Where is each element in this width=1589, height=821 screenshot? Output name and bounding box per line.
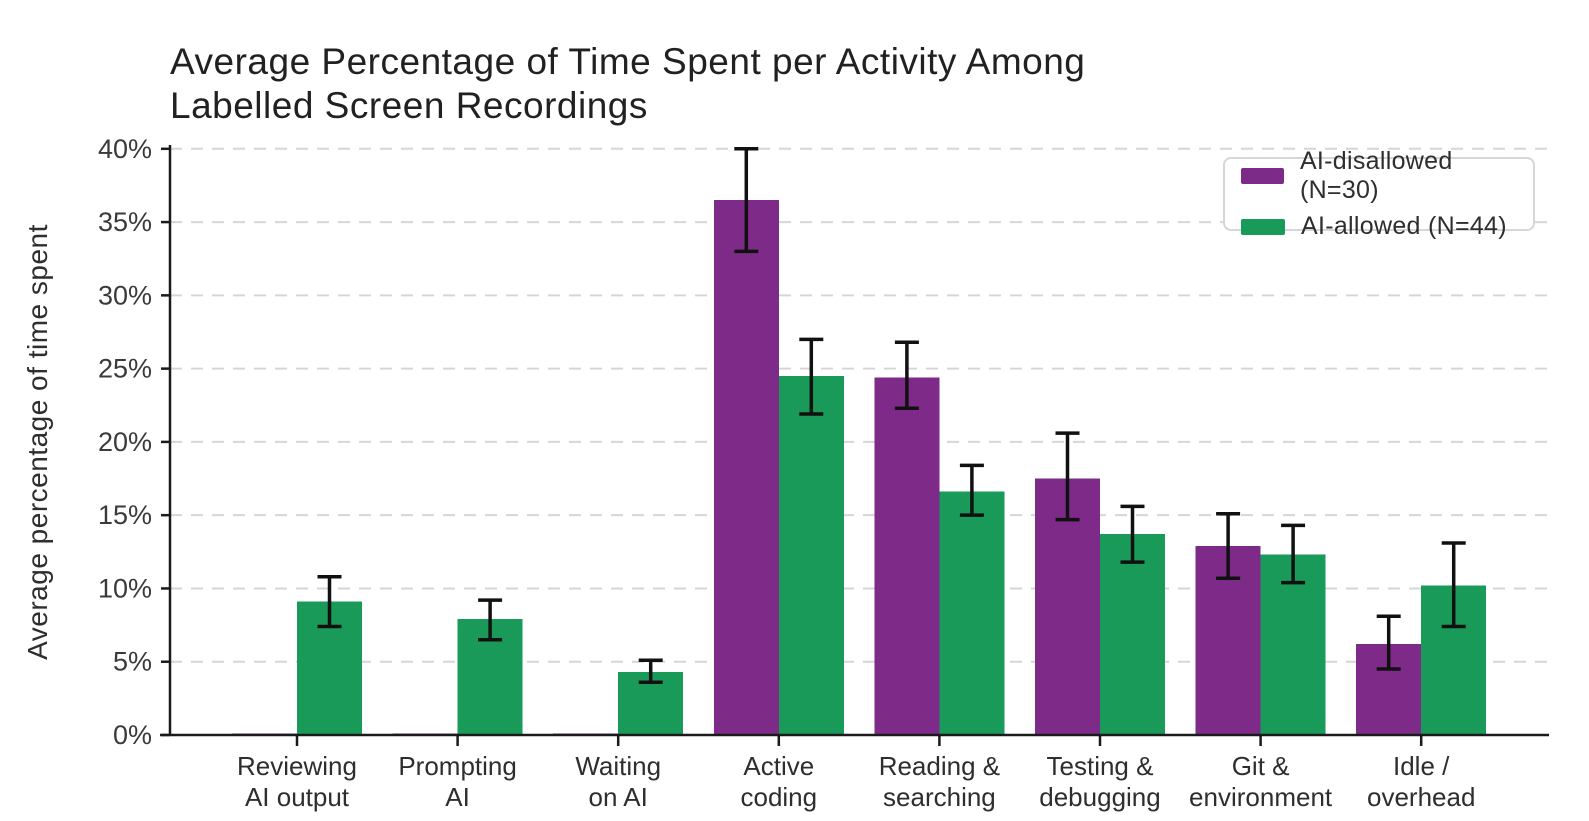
bar-ai-allowed <box>1260 554 1326 735</box>
chart-title: Average Percentage of Time Spent per Act… <box>170 40 1085 128</box>
chart-title-line2: Labelled Screen Recordings <box>170 85 648 126</box>
x-tick-label: AI output <box>245 782 350 812</box>
legend-label-ai-disallowed: AI-disallowed (N=30) <box>1299 147 1453 204</box>
bar-ai-allowed <box>939 491 1005 735</box>
bar-ai-disallowed <box>874 377 940 735</box>
x-tick-label: Reading & <box>879 751 1000 781</box>
chart-title-line1: Average Percentage of Time Spent per Act… <box>170 41 1086 82</box>
legend-label-ai-allowed: AI-allowed (N=44) <box>1301 212 1507 240</box>
y-tick-label: 35% <box>98 207 152 237</box>
x-tick-label: Prompting <box>398 751 517 781</box>
y-tick-label: 20% <box>98 427 152 457</box>
bar-ai-allowed <box>778 375 844 735</box>
y-tick-label: 25% <box>98 354 152 384</box>
x-tick-label: environment <box>1189 782 1333 812</box>
legend-swatch-ai-disallowed <box>1241 168 1284 184</box>
x-tick-label: Waiting <box>575 751 661 781</box>
x-tick-label: Testing & <box>1047 751 1154 781</box>
x-tick-label: debugging <box>1039 782 1160 812</box>
bar-ai-disallowed <box>713 200 779 735</box>
x-tick-label: Reviewing <box>237 751 357 781</box>
x-tick-label: AI <box>445 782 470 812</box>
x-tick-label: Git & <box>1232 751 1290 781</box>
x-tick-label: Active <box>743 751 814 781</box>
legend-item-ai-disallowed: AI-disallowed (N=30) <box>1241 147 1533 205</box>
x-tick-label: overhead <box>1367 782 1475 812</box>
y-tick-label: 40% <box>98 134 152 164</box>
y-tick-label: 10% <box>98 573 152 603</box>
x-tick-label: Idle / <box>1393 751 1450 781</box>
legend-item-ai-allowed: AI-allowed (N=44) <box>1241 212 1533 241</box>
legend: AI-disallowed (N=30) AI-allowed (N=44) <box>1223 147 1535 240</box>
y-tick-label: 15% <box>98 500 152 530</box>
x-tick-label: on AI <box>589 782 648 812</box>
y-tick-label: 30% <box>98 280 152 310</box>
bar-ai-allowed <box>1100 534 1165 735</box>
y-tick-label: 0% <box>113 720 152 750</box>
legend-swatch-ai-allowed <box>1241 218 1285 235</box>
x-tick-label: coding <box>740 782 817 812</box>
x-tick-label: searching <box>883 782 996 812</box>
y-tick-label: 5% <box>113 647 152 677</box>
